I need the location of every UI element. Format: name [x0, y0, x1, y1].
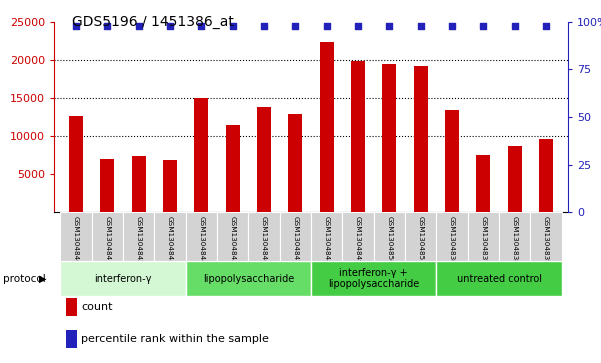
Text: interferon-γ: interferon-γ	[94, 274, 152, 284]
Point	[322, 23, 332, 29]
Text: lipopolysaccharide: lipopolysaccharide	[203, 274, 294, 284]
Point	[385, 23, 394, 29]
Point	[510, 23, 519, 29]
Bar	[405, 212, 436, 261]
Bar	[225, 125, 240, 212]
Bar	[288, 114, 302, 212]
Bar	[163, 160, 177, 212]
Bar	[257, 107, 271, 212]
Bar	[436, 212, 468, 261]
Bar	[320, 42, 334, 212]
Text: interferon-γ +
lipopolysaccharide: interferon-γ + lipopolysaccharide	[328, 268, 419, 289]
Text: ▶: ▶	[39, 274, 46, 284]
Bar	[351, 61, 365, 212]
Point	[290, 23, 300, 29]
Bar	[508, 146, 522, 212]
Bar	[132, 156, 145, 212]
Bar	[123, 212, 154, 261]
Bar	[311, 261, 436, 296]
Bar	[436, 261, 562, 296]
Bar	[445, 110, 459, 212]
Text: GSM1304848: GSM1304848	[324, 216, 330, 265]
Bar	[539, 139, 553, 212]
Point	[165, 23, 175, 29]
Bar	[413, 66, 428, 212]
Bar	[186, 261, 311, 296]
Point	[542, 23, 551, 29]
Bar	[279, 212, 311, 261]
Bar	[92, 212, 123, 261]
Bar	[186, 212, 217, 261]
Point	[416, 23, 426, 29]
Text: GDS5196 / 1451386_at: GDS5196 / 1451386_at	[72, 15, 234, 29]
Bar	[374, 212, 405, 261]
Bar	[60, 261, 186, 296]
Bar	[382, 64, 397, 212]
Point	[71, 23, 81, 29]
Bar	[217, 212, 248, 261]
Text: GSM1304846: GSM1304846	[261, 216, 267, 265]
Bar	[100, 159, 114, 212]
Point	[134, 23, 144, 29]
Point	[197, 23, 206, 29]
Text: GSM1304836: GSM1304836	[449, 216, 455, 265]
Point	[353, 23, 363, 29]
Bar	[60, 212, 92, 261]
Bar	[194, 98, 209, 212]
Point	[228, 23, 237, 29]
Text: GSM1304840: GSM1304840	[73, 216, 79, 265]
Text: GSM1304839: GSM1304839	[543, 216, 549, 265]
Bar	[248, 212, 279, 261]
Text: GSM1304841: GSM1304841	[105, 216, 111, 265]
Point	[478, 23, 488, 29]
Text: GSM1304845: GSM1304845	[230, 216, 236, 265]
Point	[447, 23, 457, 29]
Bar	[154, 212, 186, 261]
Text: GSM1304837: GSM1304837	[480, 216, 486, 265]
Bar	[499, 212, 530, 261]
Text: percentile rank within the sample: percentile rank within the sample	[81, 334, 269, 344]
Bar	[468, 212, 499, 261]
Text: GSM1304844: GSM1304844	[198, 216, 204, 265]
Text: GSM1304847: GSM1304847	[292, 216, 298, 265]
Bar	[311, 212, 343, 261]
Text: GSM1304842: GSM1304842	[136, 216, 142, 265]
Bar	[477, 155, 490, 212]
Bar	[343, 212, 374, 261]
Text: untreated control: untreated control	[457, 274, 542, 284]
Text: GSM1304851: GSM1304851	[418, 216, 424, 265]
Text: GSM1304850: GSM1304850	[386, 216, 392, 265]
Text: GSM1304843: GSM1304843	[167, 216, 173, 265]
Text: count: count	[81, 302, 112, 312]
Text: GSM1304838: GSM1304838	[511, 216, 517, 265]
Point	[259, 23, 269, 29]
Bar	[530, 212, 562, 261]
Point	[103, 23, 112, 29]
Bar	[69, 115, 83, 212]
Text: GSM1304849: GSM1304849	[355, 216, 361, 265]
Text: protocol: protocol	[3, 274, 46, 284]
